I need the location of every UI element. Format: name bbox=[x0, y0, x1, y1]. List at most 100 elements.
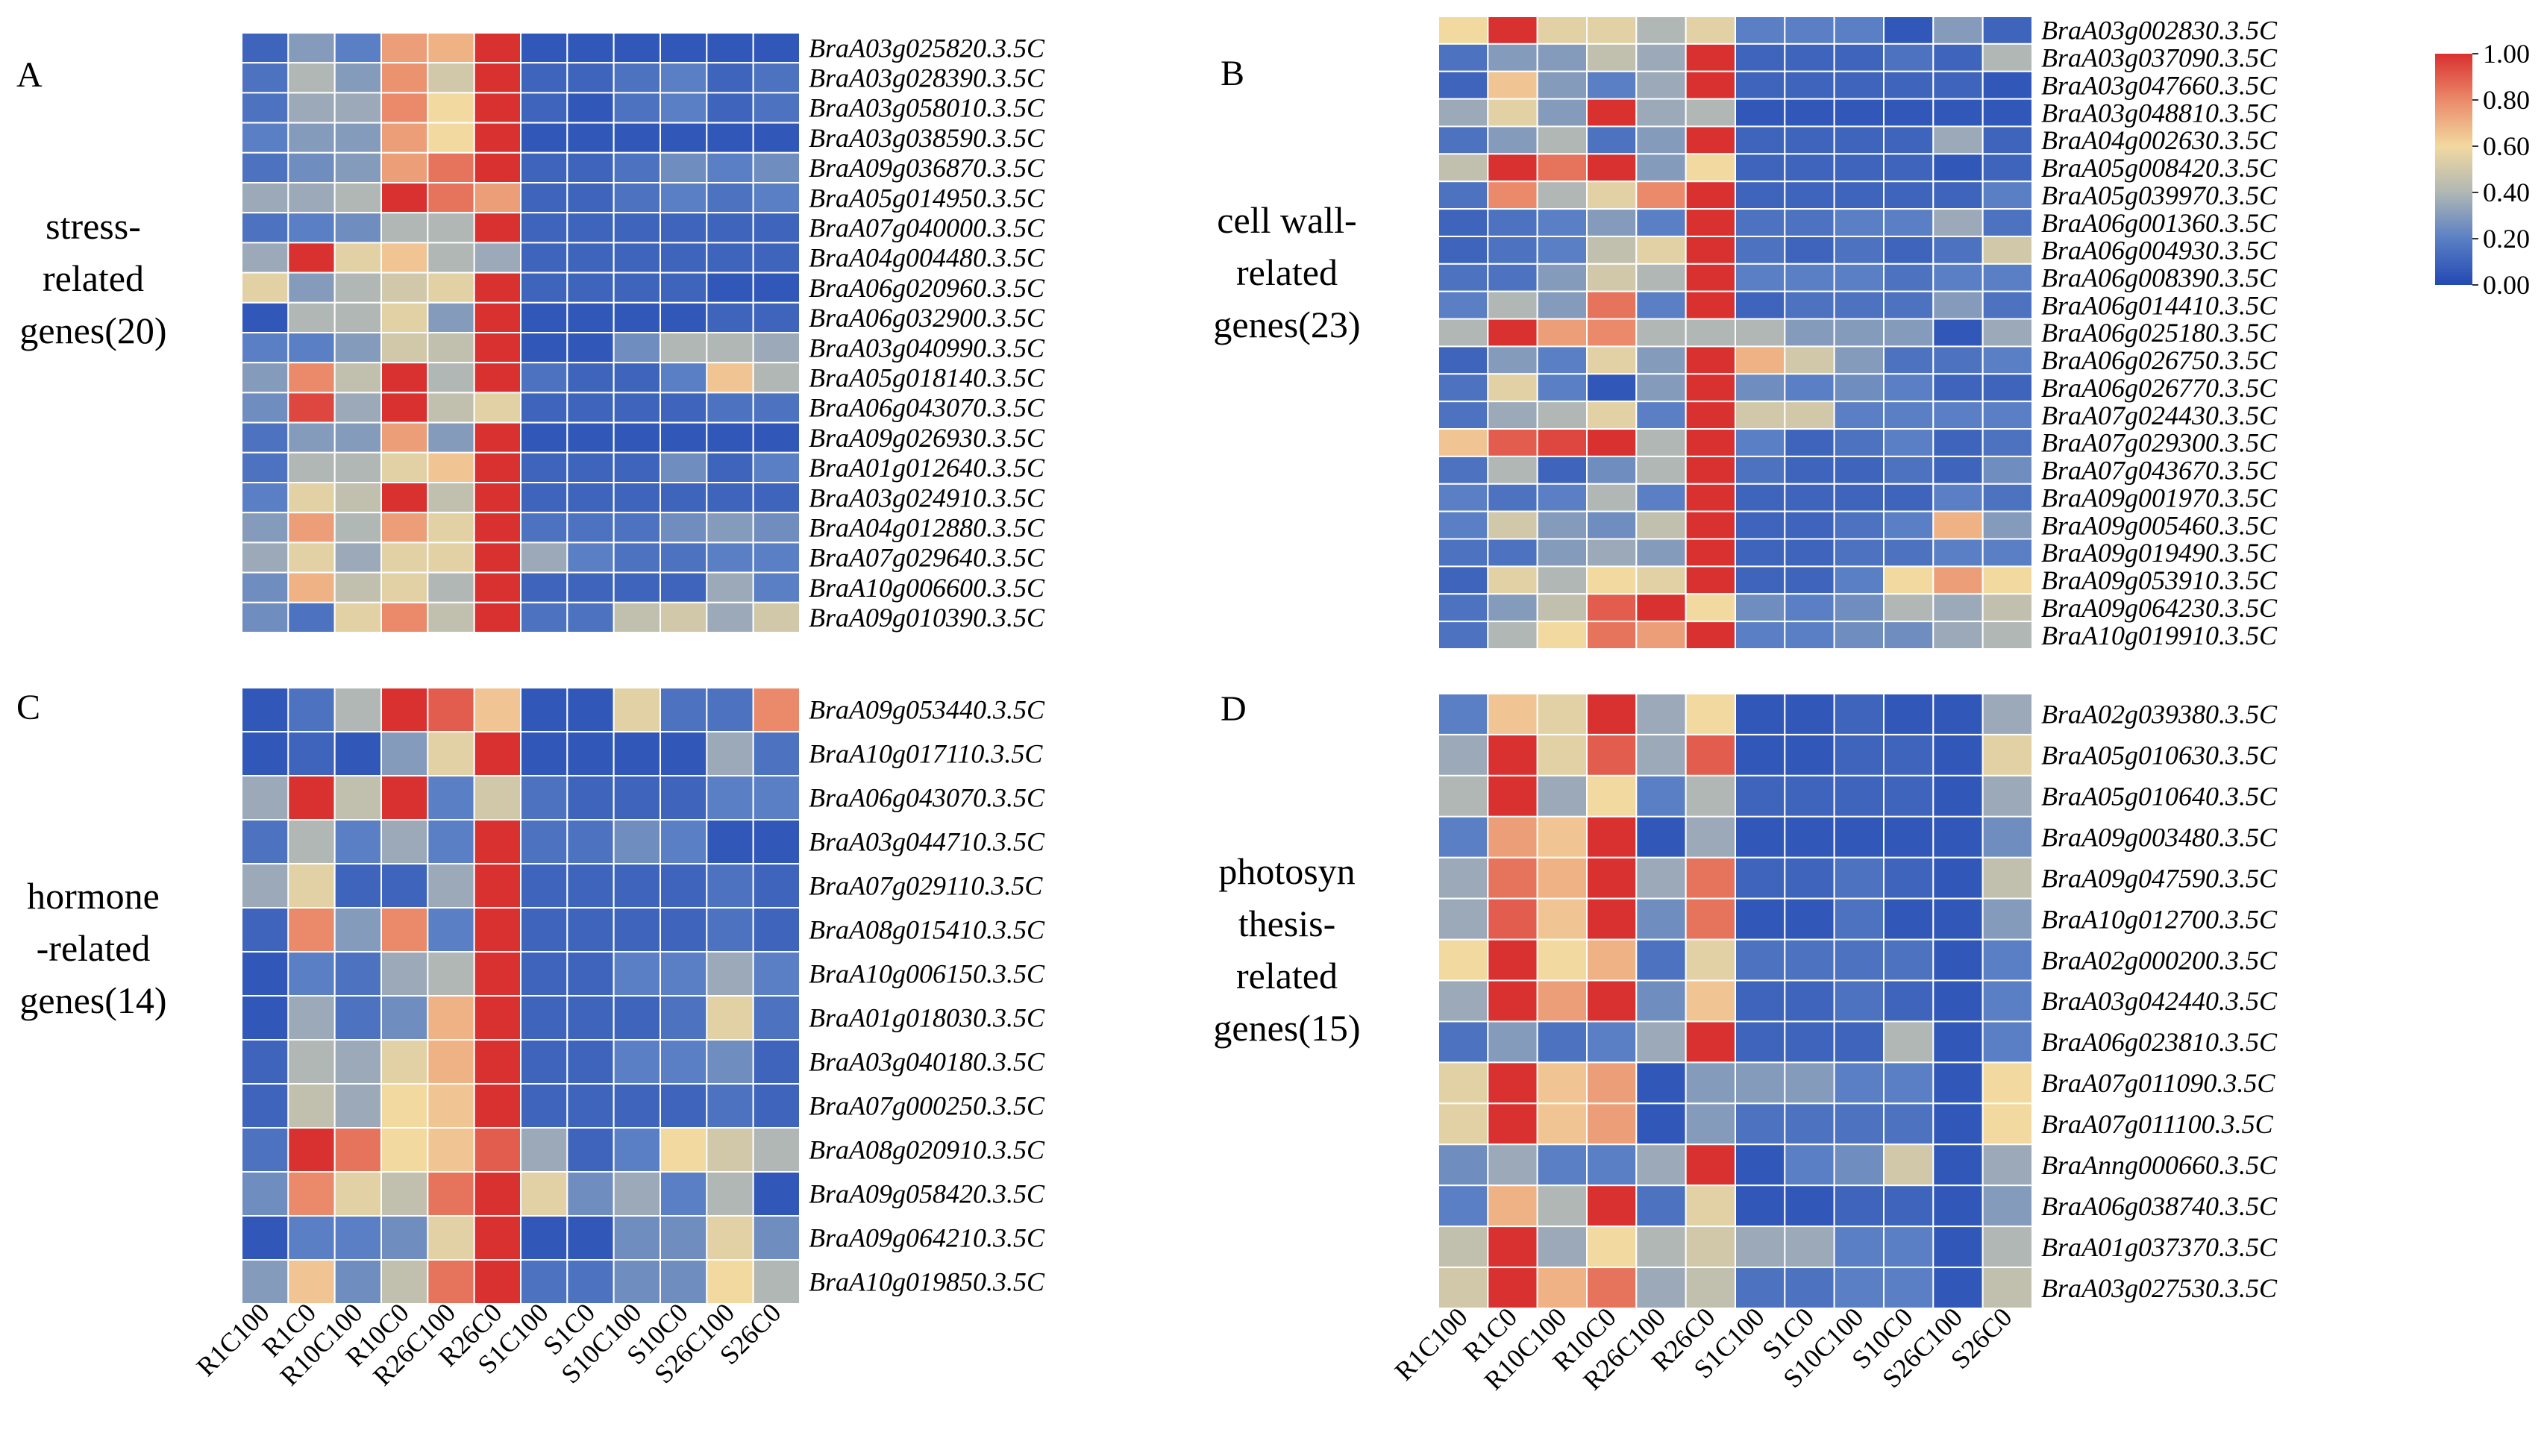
heatmap-cell bbox=[1438, 98, 1489, 128]
heatmap-cell bbox=[287, 601, 336, 633]
heatmap-cell bbox=[287, 182, 336, 214]
heatmap-cell bbox=[706, 1039, 754, 1085]
gene-label: BraA09g053910.3.5C bbox=[2041, 565, 2278, 595]
heatmap-cell bbox=[1438, 593, 1489, 623]
gene-label: BraA08g020910.3.5C bbox=[809, 1135, 1045, 1165]
group-label-line: genes(14) bbox=[19, 979, 166, 1021]
heatmap-cell bbox=[1487, 510, 1538, 540]
heatmap-cell bbox=[660, 242, 708, 274]
heatmap-cell bbox=[1981, 483, 2033, 512]
heatmap-cell bbox=[1735, 345, 1786, 375]
heatmap-cell bbox=[1883, 455, 1934, 485]
heatmap-cell bbox=[287, 1083, 336, 1129]
gene-label: BraA06g023810.3.5C bbox=[2041, 1027, 2278, 1057]
heatmap-cell bbox=[1586, 345, 1638, 375]
heatmap-cell bbox=[1635, 538, 1687, 568]
heatmap-cell bbox=[473, 482, 521, 514]
heatmap-cell bbox=[427, 687, 475, 732]
heatmap-cell bbox=[1932, 181, 1984, 210]
heatmap-cell bbox=[1981, 1102, 2033, 1146]
heatmap-cell bbox=[1685, 510, 1736, 540]
heatmap-cell bbox=[1536, 1267, 1588, 1309]
heatmap-cell bbox=[380, 1259, 429, 1305]
heatmap-cell bbox=[333, 951, 383, 997]
heatmap-cell bbox=[1487, 693, 1538, 735]
heatmap-cell bbox=[1784, 538, 1835, 568]
heatmap-cell bbox=[1635, 70, 1687, 100]
heatmap-cell bbox=[1685, 43, 1736, 72]
heatmap-cell bbox=[1685, 1143, 1736, 1187]
heatmap-cell bbox=[1635, 16, 1687, 45]
heatmap-cell bbox=[380, 242, 429, 274]
heatmap-cell bbox=[333, 392, 383, 424]
heatmap-cell bbox=[660, 512, 708, 544]
heatmap-cell bbox=[1586, 125, 1638, 155]
heatmap-cell bbox=[1981, 774, 2033, 818]
heatmap-cell bbox=[566, 92, 615, 124]
heatmap-cell bbox=[1981, 1226, 2033, 1269]
heatmap-cell bbox=[1487, 856, 1538, 900]
heatmap-cell bbox=[1685, 125, 1736, 155]
heatmap-cell bbox=[566, 392, 615, 424]
heatmap-cell bbox=[380, 687, 429, 732]
heatmap-cell bbox=[706, 392, 754, 424]
heatmap-cell bbox=[1635, 318, 1687, 348]
heatmap-cell bbox=[566, 819, 615, 865]
heatmap-cell bbox=[1784, 1143, 1835, 1187]
heatmap-cell bbox=[1981, 938, 2033, 982]
heatmap-cell bbox=[660, 482, 708, 514]
heatmap-cell bbox=[706, 951, 754, 997]
heatmap-cell bbox=[333, 62, 383, 94]
group-label-line: -related bbox=[37, 927, 151, 969]
heatmap-cell bbox=[473, 451, 521, 483]
heatmap-cell bbox=[1833, 373, 1885, 403]
heatmap-cell bbox=[1536, 263, 1588, 292]
heatmap-cell bbox=[1981, 510, 2033, 540]
heatmap-cell bbox=[427, 731, 475, 776]
gene-label: BraA03g047660.3.5C bbox=[2041, 70, 2278, 100]
heatmap-cell bbox=[427, 212, 475, 244]
gene-label: BraA05g010630.3.5C bbox=[2041, 741, 2278, 771]
heatmap-cell bbox=[752, 951, 801, 997]
heatmap-cell bbox=[287, 362, 336, 394]
heatmap-cell bbox=[1536, 1184, 1588, 1228]
heatmap-cell bbox=[1586, 70, 1638, 100]
heatmap-cell bbox=[427, 819, 475, 865]
heatmap-cell bbox=[427, 601, 475, 633]
heatmap-cell bbox=[1487, 897, 1538, 941]
heatmap-cell bbox=[1536, 153, 1588, 183]
heatmap-cell bbox=[706, 571, 754, 603]
heatmap-cell bbox=[1981, 565, 2033, 595]
heatmap-cell bbox=[660, 62, 708, 94]
heatmap-cell bbox=[1586, 856, 1638, 900]
heatmap-cell bbox=[706, 819, 754, 865]
heatmap-cell bbox=[1438, 733, 1489, 776]
heatmap-cell bbox=[1536, 538, 1588, 568]
heatmap-cell bbox=[566, 151, 615, 184]
heatmap-cell bbox=[1536, 208, 1588, 237]
heatmap-cell bbox=[1981, 373, 2033, 403]
heatmap-cell bbox=[1784, 693, 1835, 735]
heatmap-cell bbox=[706, 421, 754, 454]
heatmap-cell bbox=[752, 601, 801, 633]
gene-label: BraA05g010640.3.5C bbox=[2041, 782, 2278, 812]
heatmap-cell bbox=[333, 451, 383, 483]
heatmap-cell bbox=[1536, 16, 1588, 45]
heatmap-cell bbox=[1833, 938, 1885, 982]
gene-label: BraA10g006600.3.5C bbox=[809, 573, 1045, 603]
heatmap-cell bbox=[380, 392, 429, 424]
heatmap-cell bbox=[1932, 1267, 1984, 1309]
heatmap-cell bbox=[1981, 125, 2033, 155]
heatmap-cell bbox=[380, 1039, 429, 1085]
heatmap-cell bbox=[380, 272, 429, 304]
heatmap-cell bbox=[660, 92, 708, 124]
legend-color-bar bbox=[2435, 54, 2472, 285]
heatmap-cell bbox=[287, 332, 336, 364]
heatmap-cell bbox=[1833, 345, 1885, 375]
gene-label: BraA03g025820.3.5C bbox=[809, 33, 1045, 63]
heatmap-cell bbox=[660, 451, 708, 483]
gene-label: BraA03g040990.3.5C bbox=[809, 333, 1045, 363]
heatmap-cell bbox=[566, 687, 615, 732]
heatmap-cell bbox=[1438, 401, 1489, 430]
